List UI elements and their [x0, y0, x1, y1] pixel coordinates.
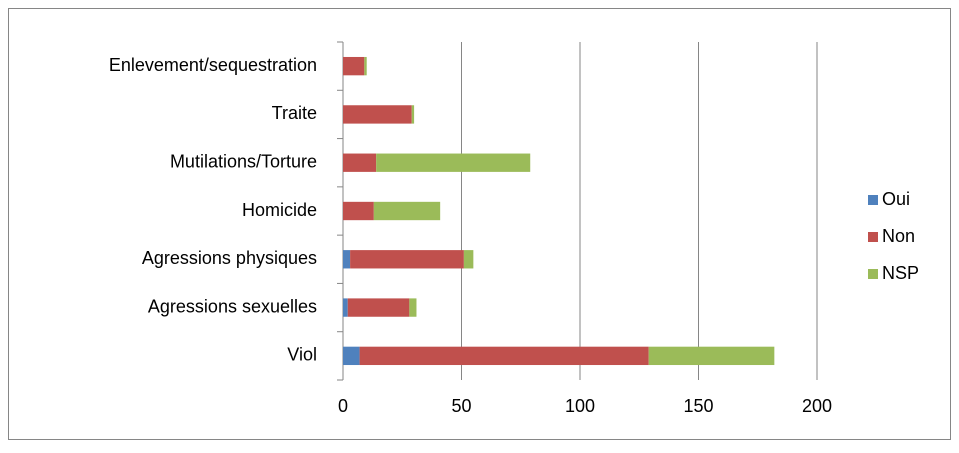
legend-label: NSP	[882, 263, 919, 283]
bar-segment	[359, 346, 649, 366]
bar-segment	[347, 298, 410, 317]
bar-segment	[343, 105, 412, 124]
legend-swatch	[868, 269, 878, 279]
bar-segment	[343, 298, 348, 317]
y-tick-label: Enlevement/sequestration	[109, 55, 317, 75]
bar-segment	[343, 346, 360, 366]
x-tick-label: 150	[683, 396, 713, 416]
bar-segment	[343, 250, 351, 269]
bar-segment	[343, 153, 377, 172]
y-tick-label: Agressions sexuelles	[148, 296, 317, 316]
bar-segment	[373, 201, 441, 221]
legend-label: Non	[882, 226, 915, 246]
y-tick-label: Homicide	[242, 200, 317, 220]
bar-segment	[409, 298, 417, 317]
bar-segment	[364, 56, 367, 76]
legend-label: Oui	[882, 189, 910, 209]
x-tick-label: 50	[451, 396, 471, 416]
chart-border	[8, 8, 951, 440]
bar-segment	[376, 153, 531, 172]
x-tick-label: 100	[565, 396, 595, 416]
bar-segment	[648, 346, 775, 366]
bar-segment	[350, 250, 464, 269]
legend-swatch	[868, 232, 878, 242]
legend-swatch	[868, 195, 878, 205]
bar-segment	[411, 105, 415, 124]
x-tick-label: 0	[338, 396, 348, 416]
bar-segment	[343, 201, 374, 221]
bar-segment	[463, 250, 474, 269]
x-tick-label: 200	[802, 396, 832, 416]
y-tick-label: Traite	[272, 103, 317, 123]
y-tick-label: Viol	[287, 345, 317, 365]
y-tick-label: Agressions physiques	[142, 248, 317, 268]
y-tick-label: Mutilations/Torture	[170, 151, 317, 171]
bar-segment	[343, 56, 365, 76]
